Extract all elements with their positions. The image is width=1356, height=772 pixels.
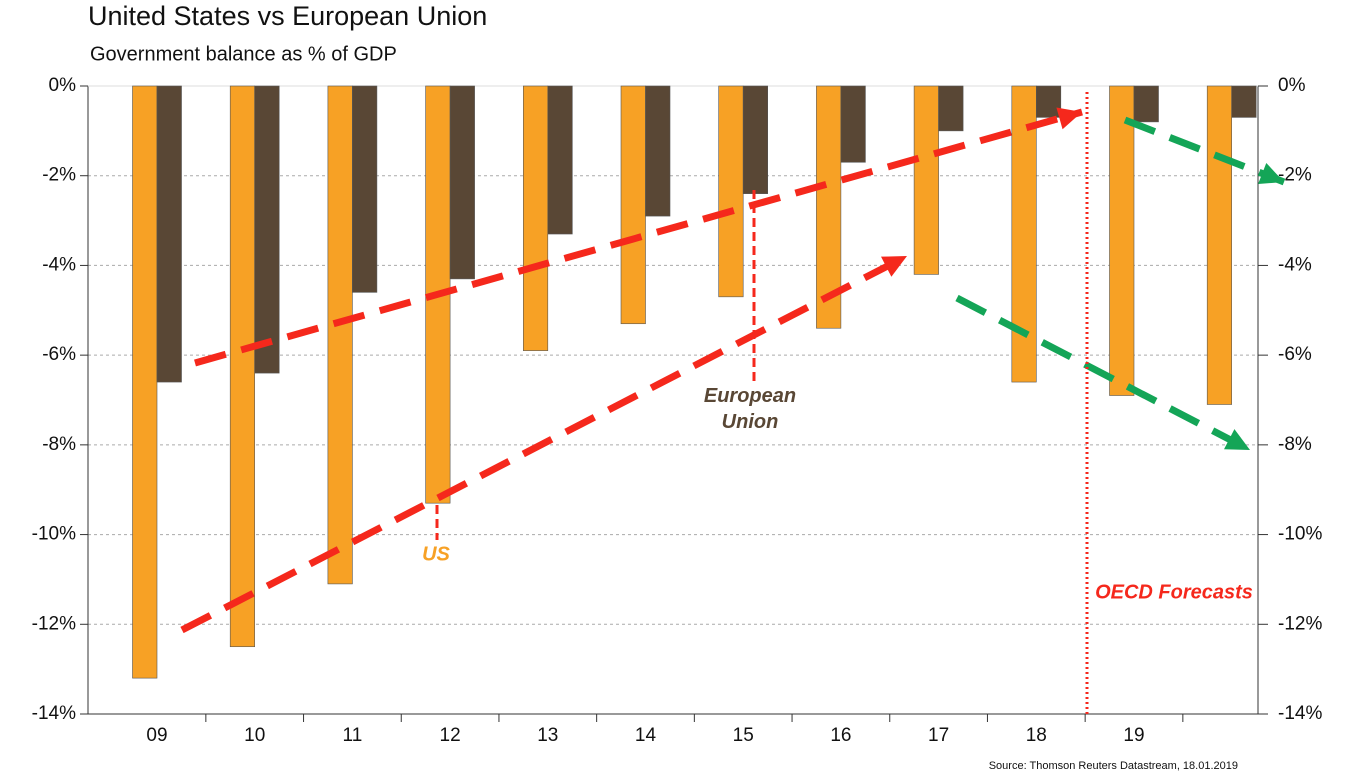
series-label: European Union <box>704 385 796 433</box>
y-tick-label: -8% <box>42 434 76 455</box>
bar <box>229 85 255 648</box>
bar <box>1231 85 1257 118</box>
bar <box>938 85 964 132</box>
y2-tick-label: 0% <box>1278 75 1306 96</box>
bar <box>816 85 842 329</box>
y-tick-label: -14% <box>32 703 76 724</box>
chart-title: United States vs European Union <box>88 1 487 31</box>
bar <box>1109 85 1135 396</box>
y2-tick-label: -4% <box>1278 254 1312 275</box>
chart-subtitle: Government balance as % of GDP <box>90 43 397 65</box>
bar <box>522 85 549 351</box>
arrow-line <box>180 252 909 634</box>
y2-tick-label: -8% <box>1278 434 1312 455</box>
arrow-head <box>1056 107 1082 130</box>
y-tick-label: -10% <box>32 524 76 545</box>
x-tick-label: 17 <box>928 725 949 746</box>
bar <box>132 85 158 679</box>
x-tick-label: 13 <box>537 725 558 746</box>
x-tick-label: 16 <box>830 725 851 746</box>
y2-tick-label: -10% <box>1278 524 1322 545</box>
y2-tick-label: -2% <box>1278 165 1312 186</box>
bar <box>156 85 182 383</box>
x-tick-label: 10 <box>244 725 265 746</box>
bar <box>1206 85 1232 405</box>
bar <box>913 85 939 275</box>
annotation: OECD Forecasts <box>1095 581 1253 603</box>
bar <box>352 85 378 293</box>
bar <box>840 85 866 163</box>
bar <box>327 85 353 585</box>
x-tick-label: 18 <box>1026 725 1047 746</box>
bar <box>742 85 769 194</box>
x-tick-label: 09 <box>146 725 167 746</box>
source: Source: Thomson Reuters Datastream, 18.0… <box>989 760 1238 772</box>
x-tick-label: 11 <box>343 725 363 746</box>
x-tick-label: 19 <box>1123 725 1144 746</box>
arrow-line <box>194 108 1083 367</box>
y-tick-label: 0% <box>49 75 77 96</box>
series-label: US <box>422 543 450 565</box>
y2-tick-label: -12% <box>1278 613 1322 634</box>
bar <box>254 85 280 374</box>
bar <box>1011 85 1037 383</box>
y2-tick-label: -14% <box>1278 703 1322 724</box>
y-tick-label: -6% <box>42 344 76 365</box>
y-tick-label: -2% <box>42 165 76 186</box>
arrow-head <box>1224 429 1250 450</box>
y-tick-label: -12% <box>32 613 76 634</box>
bar <box>645 85 671 217</box>
x-tick-label: 12 <box>440 725 461 746</box>
y-tick-label: -4% <box>42 254 76 275</box>
x-tick-label: 15 <box>733 725 754 746</box>
arrow-head <box>1258 162 1284 185</box>
bar <box>547 85 573 235</box>
arrow-line <box>1123 116 1286 186</box>
x-tick-label: 14 <box>635 725 657 746</box>
arrow-head <box>881 256 907 277</box>
bar <box>1036 85 1062 118</box>
bar <box>449 85 475 280</box>
bar <box>1133 85 1159 123</box>
y2-tick-label: -6% <box>1278 344 1312 365</box>
bar <box>718 85 744 298</box>
arrow-line <box>955 294 1252 454</box>
bar <box>620 85 646 325</box>
